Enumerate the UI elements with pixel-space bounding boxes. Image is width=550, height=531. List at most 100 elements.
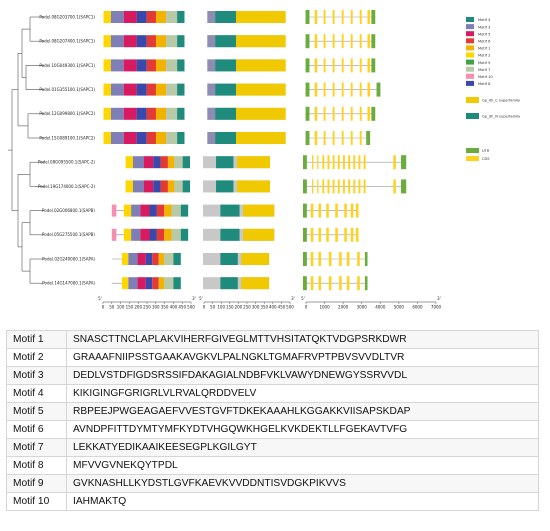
motif-sequence: RBPEEJPWGEAGAEFVVESTGVFTDKEKAAAHLKGGAKKV… (66, 402, 539, 421)
axis-tick-label: 5000 (394, 305, 405, 310)
motif-block (132, 180, 144, 193)
domain-block (215, 107, 237, 120)
cds-block (367, 34, 371, 49)
legend-label: CDS (482, 157, 490, 161)
axis-tick-label: 100 (117, 305, 125, 310)
cds-block (393, 155, 396, 170)
axis-end-label: 5' (98, 296, 102, 301)
cds-block (332, 82, 335, 97)
gene-label: Podel.08G207400.1(SAPC1) (39, 39, 95, 44)
domain-block (220, 253, 238, 265)
motif-block (110, 11, 124, 23)
utr-block (303, 155, 307, 170)
motif-block (149, 228, 157, 241)
cds-block (332, 179, 335, 194)
legend-swatch (466, 66, 474, 72)
cds-block (314, 82, 318, 97)
cds-block (318, 252, 322, 266)
cds-block (367, 10, 371, 24)
motif-block (171, 228, 181, 241)
axis-tick-label: 0 (102, 305, 105, 310)
cds-block (350, 131, 353, 145)
motif-block (177, 11, 185, 23)
motif-block (164, 253, 174, 265)
cds-block (328, 252, 332, 266)
motif-block (103, 83, 111, 96)
cds-block (350, 203, 354, 218)
cds-block (341, 58, 344, 73)
legend-swatch (466, 17, 474, 22)
motif-block (182, 156, 190, 169)
axis-end-label: 3' (192, 296, 196, 301)
cds-block (341, 82, 344, 97)
cds-block (332, 10, 335, 24)
motif-block (173, 277, 181, 290)
domain-block (215, 59, 237, 72)
legend-swatch (466, 113, 479, 119)
cds-block (318, 276, 322, 291)
domain-block (220, 228, 240, 241)
motif-block (110, 35, 124, 48)
axis-tick-label: 400 (269, 305, 277, 310)
cds-block (323, 10, 326, 24)
legend-label: Gp_dh_C superfamily (482, 98, 521, 102)
cds-block (317, 179, 319, 194)
cds-block (359, 82, 362, 97)
motif-block (125, 156, 133, 169)
motif-block (166, 107, 178, 120)
cds-block (353, 179, 356, 194)
legend-swatch (466, 45, 474, 51)
motif-block (132, 156, 144, 169)
gene-label: Podel.05G275500.1(SAPB) (42, 232, 95, 237)
motif-name: Motif 7 (6, 438, 67, 457)
cds-block (341, 10, 344, 24)
gene-label: Podel.02G006800.1(SAPB) (42, 208, 95, 213)
motif-block (145, 253, 153, 265)
utr-block (371, 58, 376, 73)
cds-block (326, 203, 329, 218)
cds-block (322, 155, 325, 170)
domain-block (207, 35, 216, 48)
axis-tick-label: 250 (243, 305, 251, 310)
motif-block (110, 59, 124, 72)
motif-block (131, 228, 141, 241)
cds-block (310, 252, 314, 266)
utr-block (305, 58, 310, 73)
domain-block (207, 59, 216, 72)
motif-name: Motif 9 (6, 474, 67, 493)
cds-block (363, 155, 366, 170)
axis-tick-label: 350 (161, 305, 169, 310)
cds-block (327, 155, 330, 170)
utr-block (305, 106, 310, 121)
legend-label: Motif 1 (478, 47, 490, 51)
motif-block (131, 204, 141, 217)
motif-block (155, 107, 167, 120)
cds-block (314, 10, 318, 24)
axis-tick-label: 6000 (412, 305, 423, 310)
domain-block (207, 132, 216, 144)
domain-block (215, 132, 237, 144)
motif-block (164, 204, 172, 217)
axis-tick-label: 1000 (319, 305, 330, 310)
legend-swatch (466, 73, 474, 79)
motif-block (123, 107, 137, 120)
motif-block (137, 277, 146, 290)
motif-block (111, 204, 117, 217)
domain-block (243, 228, 275, 241)
cds-block (328, 276, 332, 291)
motif-sequence: AVNDPFITTDYMTYMFKYDTVHGQWKHGELKVKDEKTLLF… (66, 420, 539, 439)
motif-block (158, 277, 165, 290)
motif-sequence: MFVVGVNEKQYTPDL (66, 456, 539, 475)
utr-block (371, 10, 376, 24)
utr-block (305, 34, 310, 49)
motif-sequence: KIKIGINGFGRIGRLVLRVALQRDDVELV (66, 384, 539, 403)
motif-block (123, 132, 137, 144)
utr-block (303, 252, 307, 266)
utr-block (401, 155, 407, 170)
cds-block (342, 179, 345, 194)
cds-block (350, 106, 353, 121)
motif-row: Motif 7 LEKKATYEDIKAAIKEESEGPLKGILGYT (6, 438, 539, 457)
motif-block (140, 228, 150, 241)
motif-block (166, 132, 178, 144)
cds-block (310, 227, 314, 242)
